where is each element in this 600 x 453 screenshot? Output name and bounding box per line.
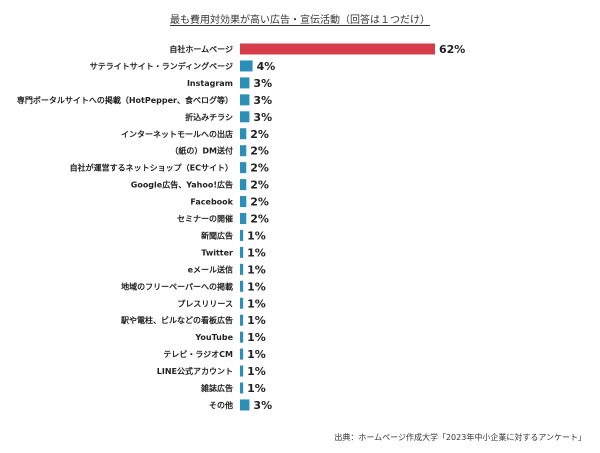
bar (240, 331, 244, 343)
bar (240, 179, 247, 191)
category-label: （紙の）DM送付 (170, 146, 233, 156)
value-label: 62% (439, 43, 465, 56)
category-label: eメール送信 (188, 264, 233, 274)
category-label: 自社が運営するネットショップ（ECサイト） (70, 163, 233, 173)
category-label: Instagram (187, 79, 233, 88)
value-label: 1% (247, 280, 266, 293)
source-note: 出典：ホームページ作成大学「2023年中小企業に対するアンケート」 (334, 433, 586, 442)
bar (240, 43, 435, 55)
value-label: 1% (247, 263, 266, 276)
chart-title: 最も費用対効果が高い広告・宣伝活動（回答は１つだけ） (170, 15, 430, 26)
value-label: 2% (250, 162, 269, 175)
category-label: テレビ・ラジオCM (163, 349, 233, 359)
bar (240, 348, 244, 360)
value-label: 2% (250, 196, 269, 209)
value-label: 2% (250, 128, 269, 141)
category-label: YouTube (194, 333, 233, 342)
value-label: 2% (250, 179, 269, 192)
value-label: 1% (247, 331, 266, 344)
bar (240, 128, 247, 140)
value-label: 3% (253, 399, 272, 412)
bar (240, 382, 244, 394)
value-label: 2% (250, 145, 269, 158)
bar (240, 399, 250, 411)
category-label: 雑誌広告 (200, 383, 233, 393)
value-label: 1% (247, 348, 266, 361)
category-label: その他 (209, 400, 233, 410)
bar (240, 196, 247, 208)
bar (240, 297, 244, 309)
bar (240, 280, 244, 292)
category-label: 折込みチラシ (185, 112, 233, 122)
category-label: Google広告、Yahoo!広告 (131, 180, 233, 190)
value-label: 1% (247, 229, 266, 242)
category-label: 地域のフリーペーパーへの掲載 (121, 281, 233, 291)
category-label: Twitter (201, 248, 233, 257)
category-label: 専門ポータルサイトへの掲載（HotPepper、食べログ等） (17, 95, 233, 105)
bar (240, 60, 253, 72)
bar (240, 111, 250, 123)
bar (240, 145, 247, 157)
category-label: Facebook (190, 198, 233, 207)
bar (240, 229, 244, 241)
value-label: 1% (247, 382, 266, 395)
category-label: 新聞広告 (201, 230, 233, 240)
bar (240, 77, 250, 89)
category-label: インターネットモールへの出店 (121, 129, 233, 139)
category-label: セミナーの開催 (177, 214, 233, 224)
category-label: サテライトサイト・ランディングページ (90, 61, 233, 71)
bar (240, 263, 244, 275)
category-label: 駅や電柱、ビルなどの看板広告 (121, 315, 233, 325)
category-label: LINE公式アカウント (157, 366, 233, 376)
value-label: 3% (253, 111, 272, 124)
value-label: 1% (247, 246, 266, 259)
bar (240, 162, 247, 174)
value-label: 1% (247, 365, 266, 378)
category-label: 自社ホームページ (169, 44, 233, 54)
value-label: 2% (250, 213, 269, 226)
value-label: 4% (257, 60, 276, 73)
value-label: 1% (247, 314, 266, 327)
value-label: 1% (247, 297, 266, 310)
value-label: 3% (253, 77, 272, 90)
category-label: プレスリリース (177, 298, 233, 308)
value-label: 3% (253, 94, 272, 107)
bar (240, 213, 247, 224)
bar (240, 314, 244, 326)
bar (240, 246, 244, 258)
bar (240, 94, 250, 106)
bar (240, 365, 244, 377)
